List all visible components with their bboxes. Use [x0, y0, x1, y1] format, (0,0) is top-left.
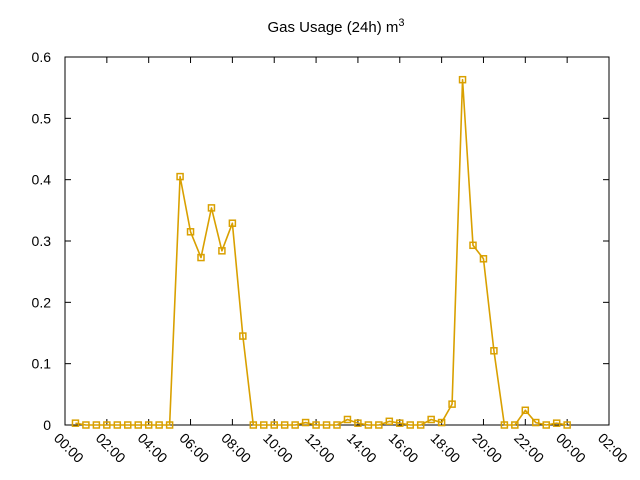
x-tick-label: 00:00	[553, 430, 589, 466]
data-point	[563, 421, 571, 429]
y-tick-label: 0.5	[32, 110, 52, 126]
data-point	[197, 253, 205, 262]
data-point	[155, 421, 163, 429]
data-point	[427, 415, 435, 424]
data-point	[144, 421, 153, 429]
chart-title: Gas Usage (24h) m3	[267, 17, 404, 36]
data-point	[134, 421, 142, 429]
data-point	[406, 421, 414, 429]
data-point	[532, 418, 540, 427]
data-point	[500, 421, 509, 429]
data-point	[176, 172, 184, 181]
data-point	[511, 421, 519, 429]
x-tick-label: 04:00	[135, 430, 171, 466]
x-tick-label: 22:00	[511, 430, 547, 466]
y-tick-label: 0.1	[32, 356, 52, 372]
data-point	[385, 417, 394, 426]
y-tick-label: 0.2	[32, 294, 52, 310]
plot-frame	[64, 56, 610, 426]
data-point	[249, 421, 258, 429]
series-layer	[71, 75, 571, 429]
y-tick-label: 0.4	[32, 172, 52, 188]
data-point	[469, 241, 477, 250]
x-tick-label: 16:00	[386, 430, 422, 466]
data-point	[301, 418, 310, 427]
data-point	[71, 419, 80, 427]
x-tick-label: 20:00	[469, 430, 505, 466]
data-point	[82, 421, 90, 429]
data-point	[280, 421, 289, 429]
data-point	[343, 415, 352, 424]
data-point	[322, 421, 331, 429]
chart-title-text: Gas Usage (24h) m	[267, 19, 398, 36]
data-point	[375, 421, 383, 429]
data-point	[113, 421, 122, 429]
data-point	[437, 418, 446, 427]
data-point	[354, 419, 362, 427]
data-point	[416, 421, 425, 429]
data-point	[333, 421, 341, 429]
data-point	[448, 400, 456, 408]
x-tick-label: 12:00	[302, 430, 338, 466]
x-tick-label: 06:00	[176, 430, 212, 466]
x-tick-label: 00:00	[51, 430, 87, 466]
data-point	[260, 421, 268, 429]
data-point	[396, 419, 404, 427]
data-point	[552, 419, 561, 427]
x-tick-label: 08:00	[218, 430, 254, 466]
chart-title-superscript: 3	[398, 17, 404, 29]
data-point	[218, 247, 226, 255]
x-tick-label: 10:00	[260, 430, 296, 466]
data-point	[479, 255, 488, 263]
x-tick-label: 02:00	[595, 430, 631, 466]
data-point	[521, 406, 530, 415]
data-point	[239, 332, 247, 340]
svg-text:Gas Usage (24h) m3: Gas Usage (24h) m3	[267, 17, 404, 36]
x-tick-label: 18:00	[427, 430, 463, 466]
y-tick-label: 0.3	[32, 233, 52, 249]
data-point	[270, 421, 278, 429]
data-point	[103, 421, 111, 429]
y-tick-label: 0.6	[32, 49, 52, 65]
data-point	[490, 347, 498, 355]
data-point	[228, 219, 237, 227]
data-point	[124, 421, 132, 429]
data-point	[312, 421, 320, 429]
data-point	[186, 228, 195, 236]
x-tick-label: 14:00	[344, 430, 380, 466]
y-tick-label: 0	[43, 417, 51, 433]
data-point	[92, 421, 101, 429]
series-line	[75, 78, 568, 426]
data-point	[364, 421, 373, 429]
data-point	[458, 75, 467, 84]
data-point	[165, 421, 174, 429]
axes: 00.10.20.30.40.50.600:00 02:00 04:00 06:00 0…	[32, 49, 632, 466]
data-point	[207, 204, 216, 212]
data-point	[542, 421, 550, 429]
data-point	[291, 421, 299, 429]
x-tick-label: 02:00	[93, 430, 129, 466]
